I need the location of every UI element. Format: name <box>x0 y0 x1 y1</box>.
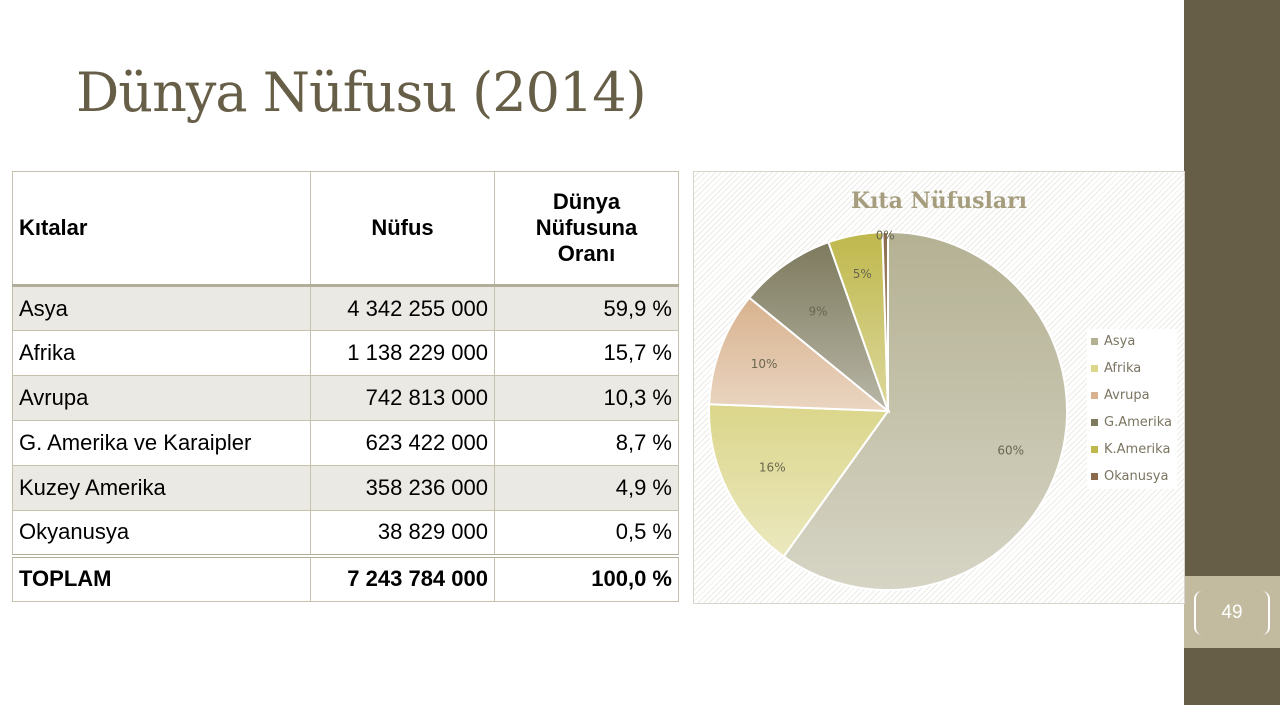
cell-population: 4 342 255 000 <box>310 285 495 331</box>
pie-data-label: 5% <box>853 267 872 281</box>
pie-data-label: 60% <box>997 443 1024 457</box>
pie-data-label: 9% <box>808 304 827 318</box>
cell-share: 15,7 % <box>494 330 679 376</box>
cell-continent: Asya <box>12 285 311 331</box>
legend-swatch <box>1091 338 1098 345</box>
legend-item: K.Amerika <box>1091 440 1170 460</box>
table-header-row: Kıtalar Nüfus Dünya Nüfusuna Oranı <box>12 171 679 286</box>
legend-swatch <box>1091 419 1098 426</box>
cell-continent: Kuzey Amerika <box>12 465 311 511</box>
legend-label: Afrika <box>1104 361 1142 376</box>
header-share-line3: Oranı <box>557 241 616 266</box>
legend-label: Okanusya <box>1104 469 1169 484</box>
pie-slice-asya <box>782 230 1068 591</box>
pie-data-label: 0% <box>876 229 895 243</box>
slide-number-band <box>1184 576 1280 648</box>
table-row: Avrupa 742 813 000 10,3 % <box>12 375 679 421</box>
legend-label: Asya <box>1104 334 1136 349</box>
cell-share: 8,7 % <box>494 420 679 466</box>
chart-title: Kıta Nüfusları <box>851 188 1027 214</box>
legend-label: K.Amerika <box>1104 442 1171 457</box>
cell-continent: Okyanusya <box>12 510 311 556</box>
cell-share: 4,9 % <box>494 465 679 511</box>
pie-data-label: 16% <box>759 461 786 475</box>
cell-share: 59,9 % <box>494 285 679 331</box>
legend-item: G.Amerika <box>1091 413 1172 433</box>
cell-total-label: TOPLAM <box>12 553 311 602</box>
table-row: Afrika 1 138 229 000 15,7 % <box>12 330 679 376</box>
pie-chart: Kıta Nüfusları 60% 16% 10% 9% 5% 0% <box>708 188 1068 591</box>
cell-share: 10,3 % <box>494 375 679 421</box>
legend-item: Asya <box>1091 332 1135 352</box>
legend-swatch <box>1091 473 1098 480</box>
header-population: Nüfus <box>310 171 495 286</box>
slide-number: 49 <box>1221 602 1243 623</box>
legend-item: Avrupa <box>1091 386 1150 406</box>
table-total-row: TOPLAM 7 243 784 000 100,0 % <box>12 553 679 602</box>
legend-swatch <box>1091 446 1098 453</box>
legend-swatch <box>1091 365 1098 372</box>
cell-continent: G. Amerika ve Karaipler <box>12 420 311 466</box>
cell-population: 38 829 000 <box>310 510 495 556</box>
legend-label: Avrupa <box>1104 388 1150 403</box>
pie-data-label: 10% <box>751 357 778 371</box>
cell-total-share: 100,0 % <box>494 553 679 602</box>
table-row: G. Amerika ve Karaipler 623 422 000 8,7 … <box>12 420 679 466</box>
slide-title: Dünya Nüfusu (2014) <box>76 61 647 124</box>
chart-legend: Asya Afrika Avrupa G.Amerika K.Amerika Okanus… <box>1087 329 1177 489</box>
legend-item: Okanusya <box>1091 467 1168 487</box>
cell-share: 0,5 % <box>494 510 679 556</box>
header-share-line1: Dünya <box>552 189 621 214</box>
legend-item: Afrika <box>1091 359 1141 379</box>
legend-swatch <box>1091 392 1098 399</box>
legend-label: G.Amerika <box>1104 415 1172 430</box>
pie-chart-container: Kıta Nüfusları 60% 16% 10% 9% 5% 0% <box>693 171 1185 604</box>
cell-continent: Afrika <box>12 330 311 376</box>
pie-slice-afrika <box>708 403 890 558</box>
cell-continent: Avrupa <box>12 375 311 421</box>
slide-number-bracket <box>1194 591 1270 635</box>
cell-population: 358 236 000 <box>310 465 495 511</box>
table-row: Kuzey Amerika 358 236 000 4,9 % <box>12 465 679 511</box>
pie-slice-okanusya <box>881 230 889 412</box>
cell-population: 623 422 000 <box>310 420 495 466</box>
population-table: Kıtalar Nüfus Dünya Nüfusuna Oranı Asya … <box>12 171 679 602</box>
cell-population: 742 813 000 <box>310 375 495 421</box>
cell-population: 1 138 229 000 <box>310 330 495 376</box>
pie-slice-gamerika <box>747 240 891 415</box>
header-share-line2: Nüfusuna <box>535 215 638 240</box>
table-row: Okyanusya 38 829 000 0,5 % <box>12 510 679 556</box>
table-row: Asya 4 342 255 000 59,9 % <box>12 285 679 331</box>
pie-slice-avrupa <box>708 296 891 413</box>
header-continents: Kıtalar <box>12 171 311 286</box>
header-world-share: Dünya Nüfusuna Oranı <box>494 171 679 286</box>
cell-total-population: 7 243 784 000 <box>310 553 495 602</box>
